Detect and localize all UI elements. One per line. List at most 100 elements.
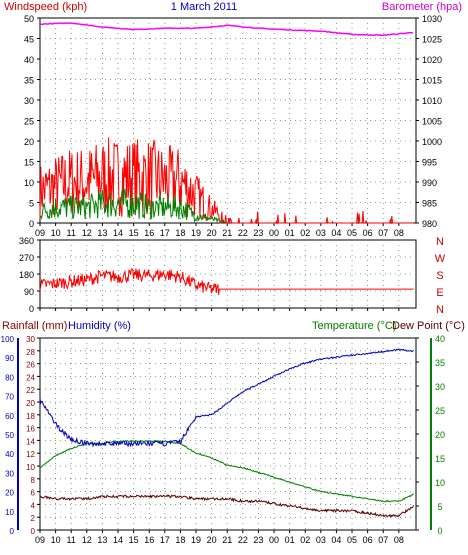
rain-tick-label: 28 [26, 348, 35, 357]
rainfall-axis-label: Rainfall (mm) [2, 320, 67, 332]
chart-title: 1 March 2011 [171, 1, 237, 13]
wind-tick-label: 15 [24, 158, 34, 168]
hour-tick-label: 09 [35, 228, 45, 238]
hour-tick-label: 02 [300, 228, 310, 238]
windspeed-average-line [39, 187, 227, 224]
barometer-tick-label: 1030 [422, 14, 442, 24]
hour-tick-label: 22 [238, 228, 248, 238]
hour-tick-label: 22 [238, 535, 248, 545]
humidity-tick-label: 90 [5, 354, 14, 363]
temperature-tick-label: 20 [435, 430, 445, 440]
temperature-tick-label: 40 [435, 334, 445, 344]
temperature-tick-label: 35 [435, 358, 445, 368]
hour-tick-label: 18 [175, 228, 185, 238]
data-series [39, 22, 415, 518]
hour-tick-label: 20 [207, 535, 217, 545]
humidity-tick-label: 30 [5, 469, 14, 478]
hour-tick-label: 00 [269, 535, 279, 545]
temperature-tick-label: 5 [437, 502, 442, 512]
barometer-tick-label: 985 [422, 199, 437, 209]
barometer-tick-label: 980 [422, 219, 437, 229]
direction-tick-label: 0 [29, 304, 34, 314]
barometer-tick-label: 1000 [422, 137, 442, 147]
wind-tick-label: 35 [24, 76, 34, 86]
hour-tick-label: 21 [222, 228, 232, 238]
hour-tick-label: 23 [253, 228, 263, 238]
hour-tick-label: 13 [97, 535, 107, 545]
rain-tick-label: 30 [26, 335, 35, 344]
rain-tick-label: 10 [26, 463, 35, 472]
windspeed-gust-line [39, 137, 414, 225]
humidity-tick-label: 100 [1, 335, 15, 344]
temp-humidity-plot-frame [39, 337, 417, 531]
barometer-tick-label: 1015 [422, 76, 442, 86]
hour-tick-label: 12 [82, 228, 92, 238]
rain-tick-label: 2 [31, 514, 36, 523]
rain-tick-label: 12 [26, 450, 35, 459]
hour-tick-label: 13 [97, 228, 107, 238]
barometer-tick-label: 1020 [422, 55, 442, 65]
barometer-axis-label: Barometer (hpa) [382, 1, 462, 13]
temperature-tick-label: 25 [435, 406, 445, 416]
windspeed-axis-label: Windspeed (kph) [4, 1, 87, 13]
hour-tick-label: 08 [394, 228, 404, 238]
hour-tick-label: 06 [363, 535, 373, 545]
rain-tick-label: 6 [31, 489, 36, 498]
hour-tick-label: 21 [222, 535, 232, 545]
humidity-tick-label: 20 [5, 489, 14, 498]
humidity-tick-label: 10 [5, 508, 14, 517]
hour-tick-label: 07 [378, 535, 388, 545]
hour-tick-label: 16 [144, 228, 154, 238]
humidity-tick-label: 40 [5, 450, 14, 459]
wind-tick-label: 0 [29, 219, 34, 229]
humidity-line [39, 348, 414, 448]
wind-tick-label: 50 [24, 14, 34, 24]
hour-tick-label: 00 [269, 228, 279, 238]
barometer-tick-label: 1005 [422, 117, 442, 127]
direction-tick-label: 90 [24, 287, 34, 297]
hour-tick-label: 04 [331, 228, 341, 238]
hour-tick-label: 02 [300, 535, 310, 545]
compass-label: N [436, 304, 444, 316]
direction-tick-label: 360 [19, 236, 34, 246]
hour-tick-label: 14 [113, 228, 123, 238]
hour-tick-label: 16 [144, 535, 154, 545]
hour-tick-label: 03 [316, 228, 326, 238]
barometer-line [39, 22, 413, 37]
rain-tick-label: 24 [26, 373, 35, 382]
compass-label: S [436, 270, 443, 282]
direction-tick-label: 180 [19, 270, 34, 280]
temperature-tick-label: 10 [435, 478, 445, 488]
temperature-tick-label: 30 [435, 382, 445, 392]
barometer-tick-label: 1010 [422, 96, 442, 106]
wind-tick-label: 45 [24, 35, 34, 45]
temperature-tick-label: 0 [437, 526, 442, 536]
humidity-tick-label: 0 [10, 527, 15, 536]
hour-tick-label: 04 [331, 535, 341, 545]
direction-tick-label: 270 [19, 253, 34, 263]
hour-tick-label: 01 [285, 228, 295, 238]
hour-tick-label: 09 [35, 535, 45, 545]
axis-ticks: 0510152025303540455098098599099510001005… [1, 14, 446, 545]
rain-tick-label: 0 [31, 527, 36, 536]
compass-label: W [435, 253, 446, 265]
rain-tick-label: 20 [26, 399, 35, 408]
hour-tick-label: 14 [113, 535, 123, 545]
direction-plot-frame [39, 239, 417, 309]
wind-baro-plot-frame [39, 17, 417, 224]
wind-tick-label: 5 [29, 199, 34, 209]
rain-tick-label: 14 [26, 437, 35, 446]
hour-tick-label: 08 [394, 535, 404, 545]
temperature-axis-label: Temperature (°C) [312, 320, 396, 332]
hour-tick-label: 10 [51, 535, 61, 545]
rain-tick-label: 16 [26, 425, 35, 434]
rain-tick-label: 26 [26, 361, 35, 370]
humidity-tick-label: 80 [5, 373, 14, 382]
humidity-tick-label: 50 [5, 431, 14, 440]
hour-tick-label: 03 [316, 535, 326, 545]
rain-tick-label: 22 [26, 386, 35, 395]
wind-tick-label: 40 [24, 55, 34, 65]
compass-label: N [436, 236, 444, 248]
hour-tick-label: 17 [160, 228, 170, 238]
